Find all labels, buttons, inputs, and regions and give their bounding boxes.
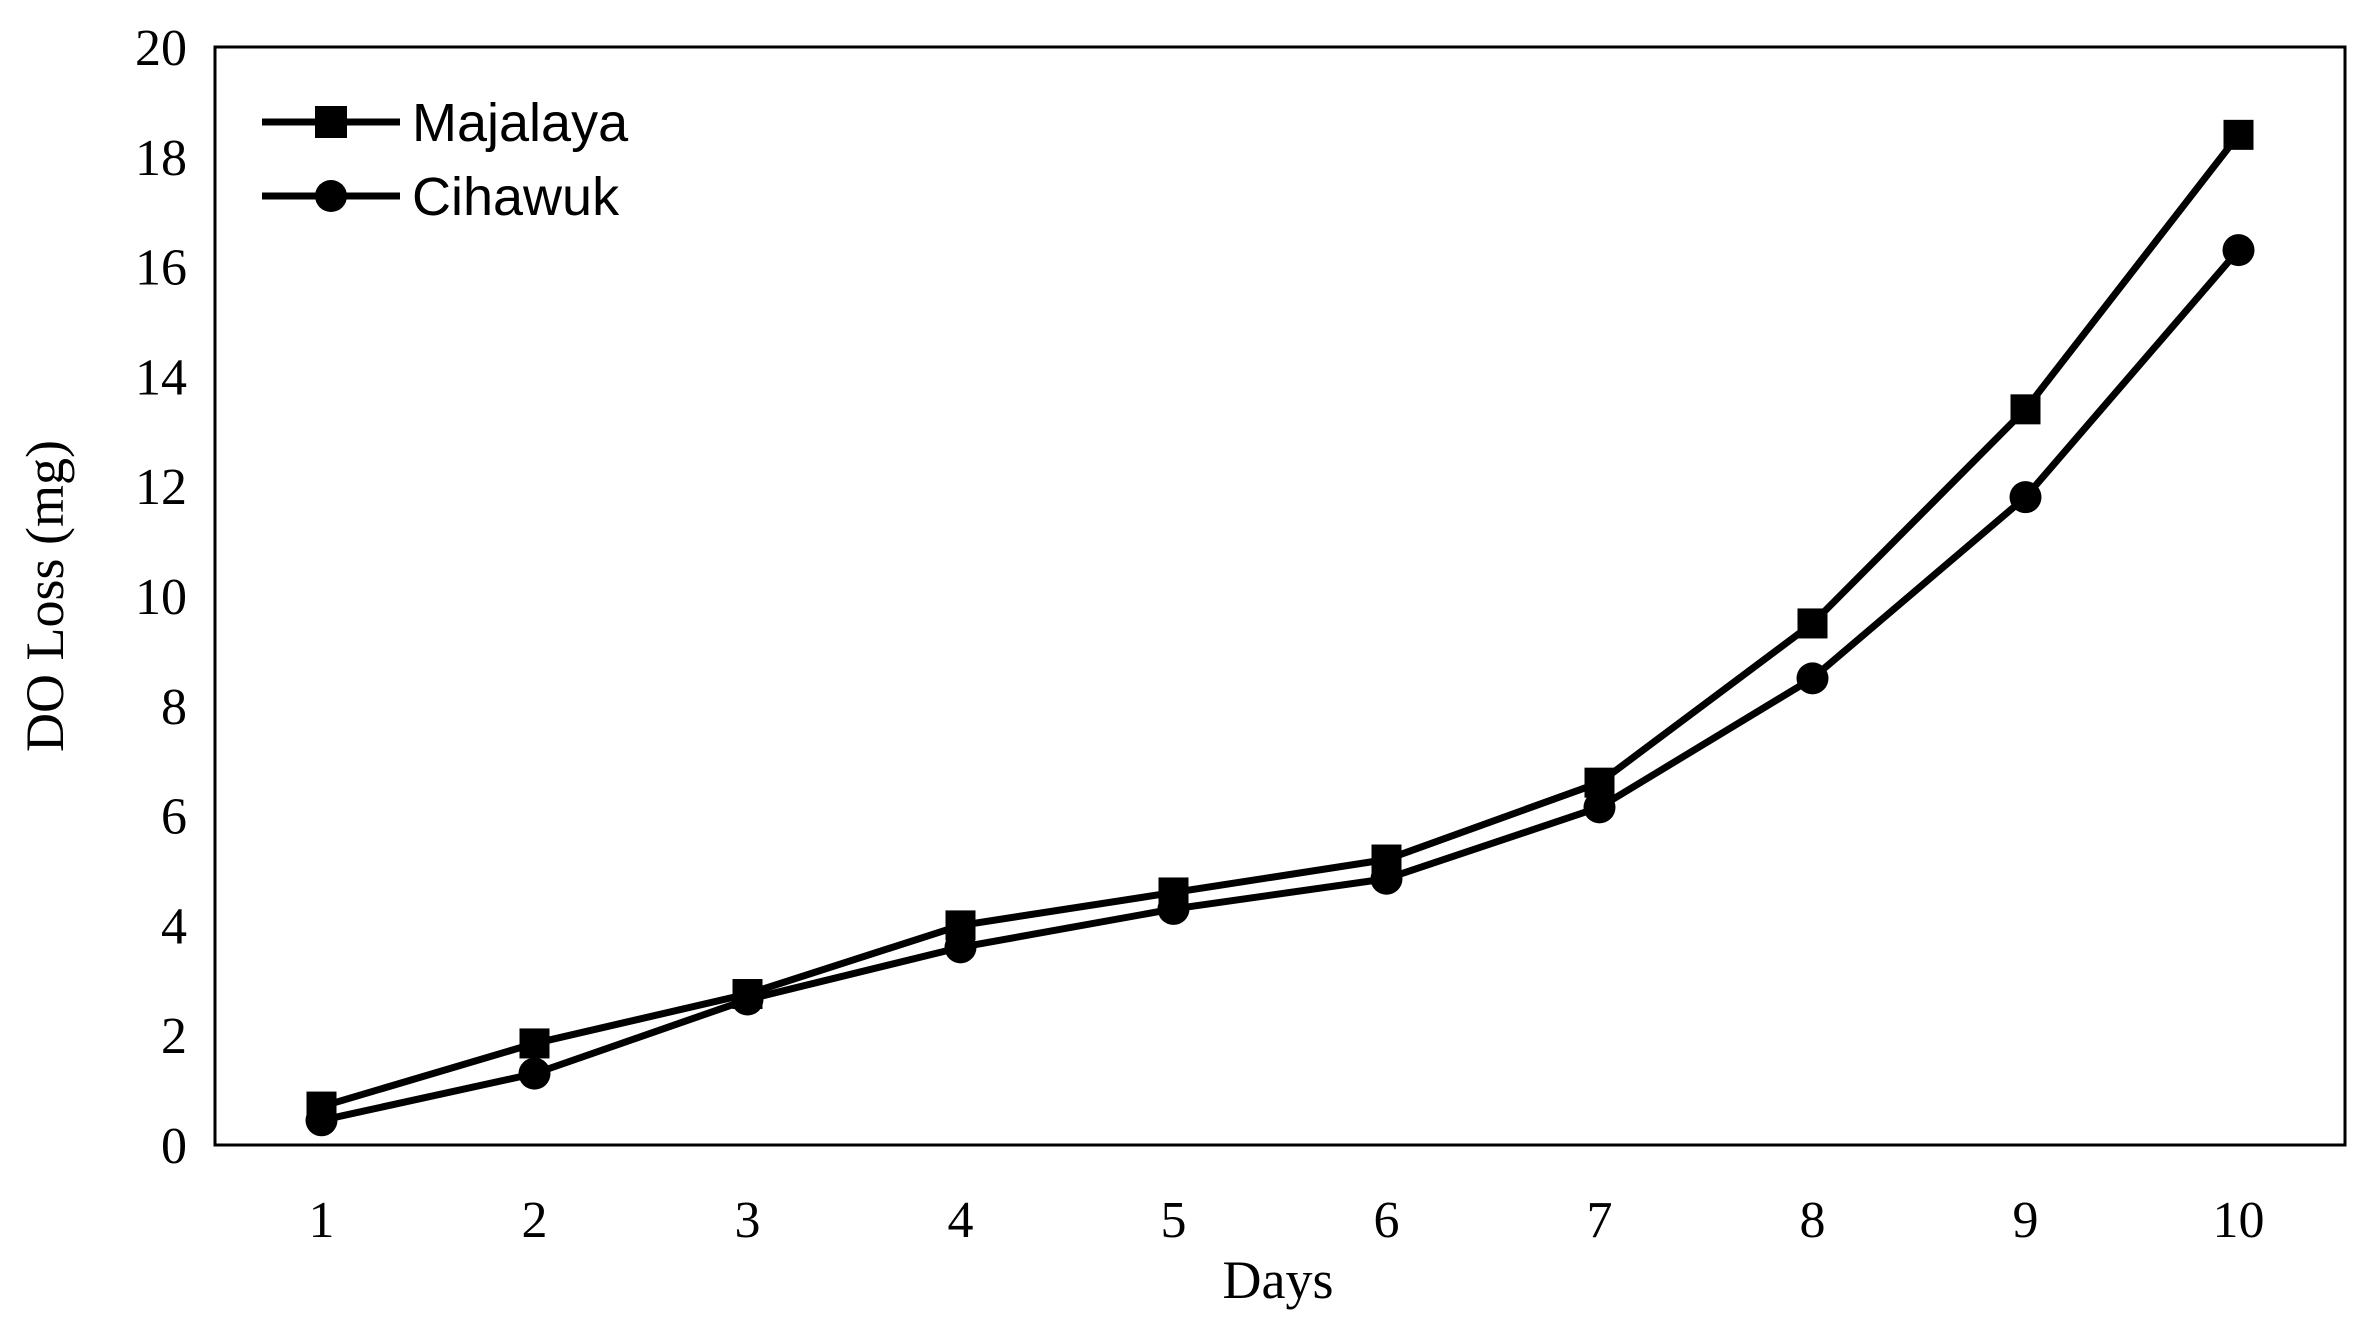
x-tick-label: 1 — [309, 1192, 335, 1249]
y-axis-title: DO Loss (mg) — [15, 440, 75, 752]
data-point-circle — [1157, 892, 1190, 925]
data-point-circle — [2222, 234, 2255, 267]
data-point-circle — [315, 180, 347, 212]
y-tick-label: 12 — [135, 459, 187, 516]
data-point-circle — [518, 1057, 551, 1090]
data-point-square — [2223, 119, 2254, 150]
y-tick-label: 20 — [135, 20, 187, 77]
legend-label: Cihawuk — [412, 167, 620, 227]
plot-frame — [213, 45, 2347, 1147]
data-point-circle — [1370, 862, 1403, 895]
y-tick-label: 8 — [161, 679, 187, 736]
x-tick-label: 3 — [735, 1192, 761, 1249]
y-tick-label: 16 — [135, 240, 187, 297]
series-layer — [305, 119, 2255, 1137]
x-tick-label: 9 — [2013, 1192, 2039, 1249]
x-tick-label: 8 — [1800, 1192, 1826, 1249]
x-axis-ticks: 1 2 3 4 5 6 7 8 9 10 — [309, 1192, 2265, 1249]
legend-item: Majalaya — [262, 93, 629, 153]
y-tick-label: 2 — [161, 1008, 187, 1065]
series-line — [320, 247, 2242, 1124]
x-tick-label: 4 — [948, 1192, 974, 1249]
data-point-square — [519, 1028, 550, 1059]
x-tick-label: 10 — [2213, 1192, 2265, 1249]
data-point-square — [315, 106, 347, 138]
data-point-square — [2010, 394, 2041, 425]
y-tick-label: 10 — [135, 569, 187, 626]
data-point-circle — [305, 1104, 338, 1137]
legend-item: Cihawuk — [262, 167, 620, 227]
legend: Majalaya Cihawuk — [262, 93, 629, 227]
x-tick-label: 6 — [1374, 1192, 1400, 1249]
series-cihawuk — [305, 234, 2255, 1137]
series-majalaya — [306, 119, 2254, 1122]
legend-label: Majalaya — [412, 93, 629, 153]
x-tick-label: 2 — [522, 1192, 548, 1249]
data-point-square — [1797, 608, 1828, 639]
data-point-circle — [1583, 791, 1616, 824]
data-point-circle — [944, 931, 977, 964]
y-tick-label: 0 — [161, 1118, 187, 1175]
y-tick-label: 14 — [135, 349, 187, 406]
y-tick-label: 6 — [161, 789, 187, 846]
series-line — [320, 132, 2242, 1110]
y-tick-label: 18 — [135, 130, 187, 187]
data-point-circle — [731, 983, 764, 1016]
y-axis-ticks: 0 2 4 6 8 10 12 14 16 18 20 — [135, 20, 187, 1175]
x-tick-label: 5 — [1161, 1192, 1187, 1249]
data-point-circle — [2009, 481, 2042, 514]
x-tick-label: 7 — [1587, 1192, 1613, 1249]
data-point-circle — [1796, 662, 1829, 695]
x-axis-title: Days — [1223, 1250, 1334, 1310]
y-tick-label: 4 — [161, 898, 187, 955]
